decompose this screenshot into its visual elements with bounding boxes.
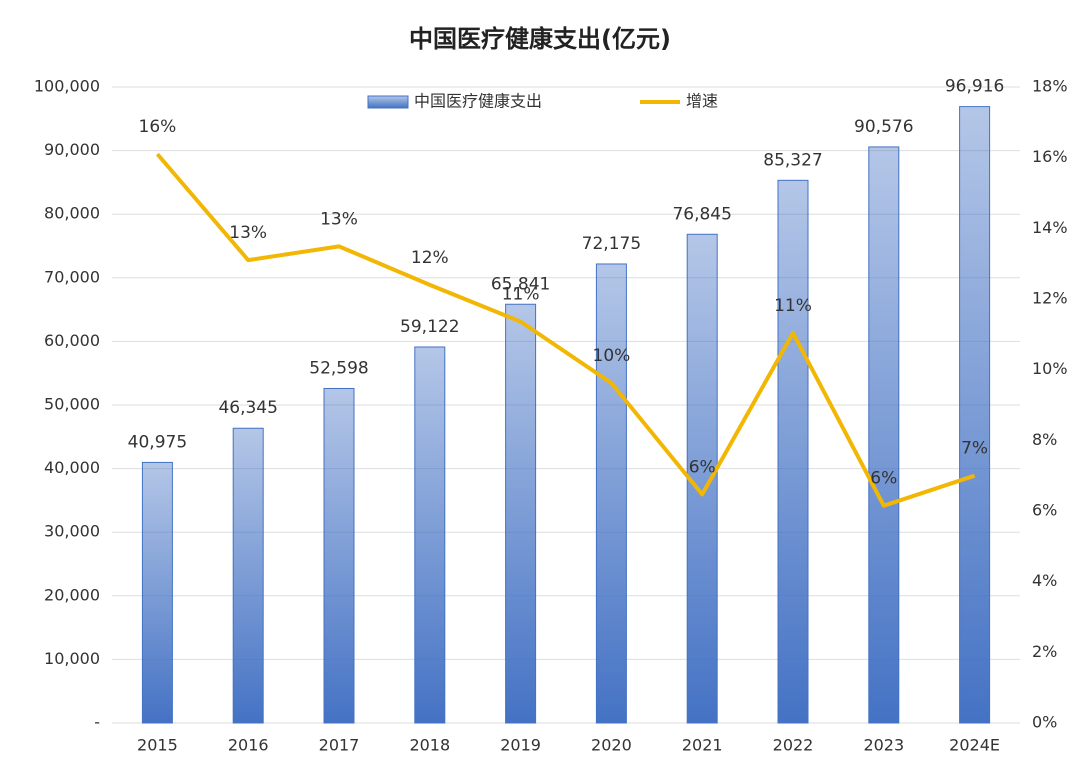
y-tick-label: 40,000: [44, 458, 100, 477]
y2-tick-label: 2%: [1032, 642, 1057, 661]
y2-tick-label: 18%: [1032, 77, 1068, 96]
y2-tick-label: 14%: [1032, 218, 1068, 237]
y2-tick-label: 0%: [1032, 713, 1057, 732]
y-tick-label: 20,000: [44, 585, 100, 604]
x-tick-label: 2018: [409, 736, 450, 755]
bar: [141, 461, 173, 724]
legend-label: 增速: [686, 92, 718, 111]
data-label: 13%: [320, 209, 358, 229]
x-tick-label: 2021: [682, 736, 723, 755]
x-tick-label: 2015: [137, 736, 178, 755]
data-label: 52,598: [309, 358, 368, 378]
y2-tick-label: 12%: [1032, 289, 1068, 308]
data-label: 13%: [229, 223, 267, 243]
x-tick-label: 2024E: [949, 736, 1000, 755]
bar: [505, 303, 537, 724]
data-label: 59,122: [400, 317, 459, 337]
bar: [777, 179, 809, 724]
data-label: 46,345: [218, 398, 277, 418]
data-label: 85,327: [763, 150, 822, 170]
chart-title: 中国医疗健康支出(亿元): [409, 25, 671, 53]
x-tick-label: 2023: [863, 736, 904, 755]
data-label: 90,576: [854, 117, 913, 137]
data-label: 6%: [870, 469, 897, 489]
y2-tick-label: 8%: [1032, 430, 1057, 449]
data-label: 65,841: [491, 274, 550, 294]
x-tick-label: 2017: [319, 736, 360, 755]
x-tick-label: 2019: [500, 736, 541, 755]
y-tick-label: -: [94, 713, 100, 732]
data-label: 40,975: [128, 432, 187, 452]
data-label: 11%: [502, 285, 540, 305]
data-label: 96,916: [945, 77, 1004, 97]
y2-tick-label: 6%: [1032, 501, 1057, 520]
data-label: 7%: [961, 439, 988, 459]
y-tick-label: 10,000: [44, 649, 100, 668]
y-tick-label: 100,000: [34, 77, 100, 96]
data-label: 11%: [774, 296, 812, 316]
y2-tick-label: 4%: [1032, 571, 1057, 590]
data-label: 76,845: [672, 204, 731, 224]
data-label: 12%: [411, 248, 449, 268]
y-tick-label: 90,000: [44, 140, 100, 159]
bar: [595, 263, 627, 724]
data-label: 72,175: [582, 234, 641, 254]
bar: [232, 427, 264, 724]
x-tick-label: 2020: [591, 736, 632, 755]
y-tick-label: 60,000: [44, 331, 100, 350]
bar: [868, 146, 900, 724]
y-tick-label: 50,000: [44, 395, 100, 414]
bar: [959, 106, 991, 724]
y-tick-label: 80,000: [44, 204, 100, 223]
data-label: 10%: [593, 346, 631, 366]
legend-label: 中国医疗健康支出: [414, 92, 542, 111]
y2-tick-label: 16%: [1032, 147, 1068, 166]
x-tick-label: 2016: [228, 736, 269, 755]
bar: [323, 387, 355, 724]
legend-swatch: [367, 95, 409, 109]
y-tick-label: 30,000: [44, 522, 100, 541]
bar: [414, 346, 446, 724]
y-tick-label: 70,000: [44, 267, 100, 286]
x-tick-label: 2022: [773, 736, 814, 755]
line: [155, 152, 976, 508]
data-label: 6%: [689, 457, 716, 477]
y2-tick-label: 10%: [1032, 359, 1068, 378]
data-label: 16%: [139, 117, 177, 137]
